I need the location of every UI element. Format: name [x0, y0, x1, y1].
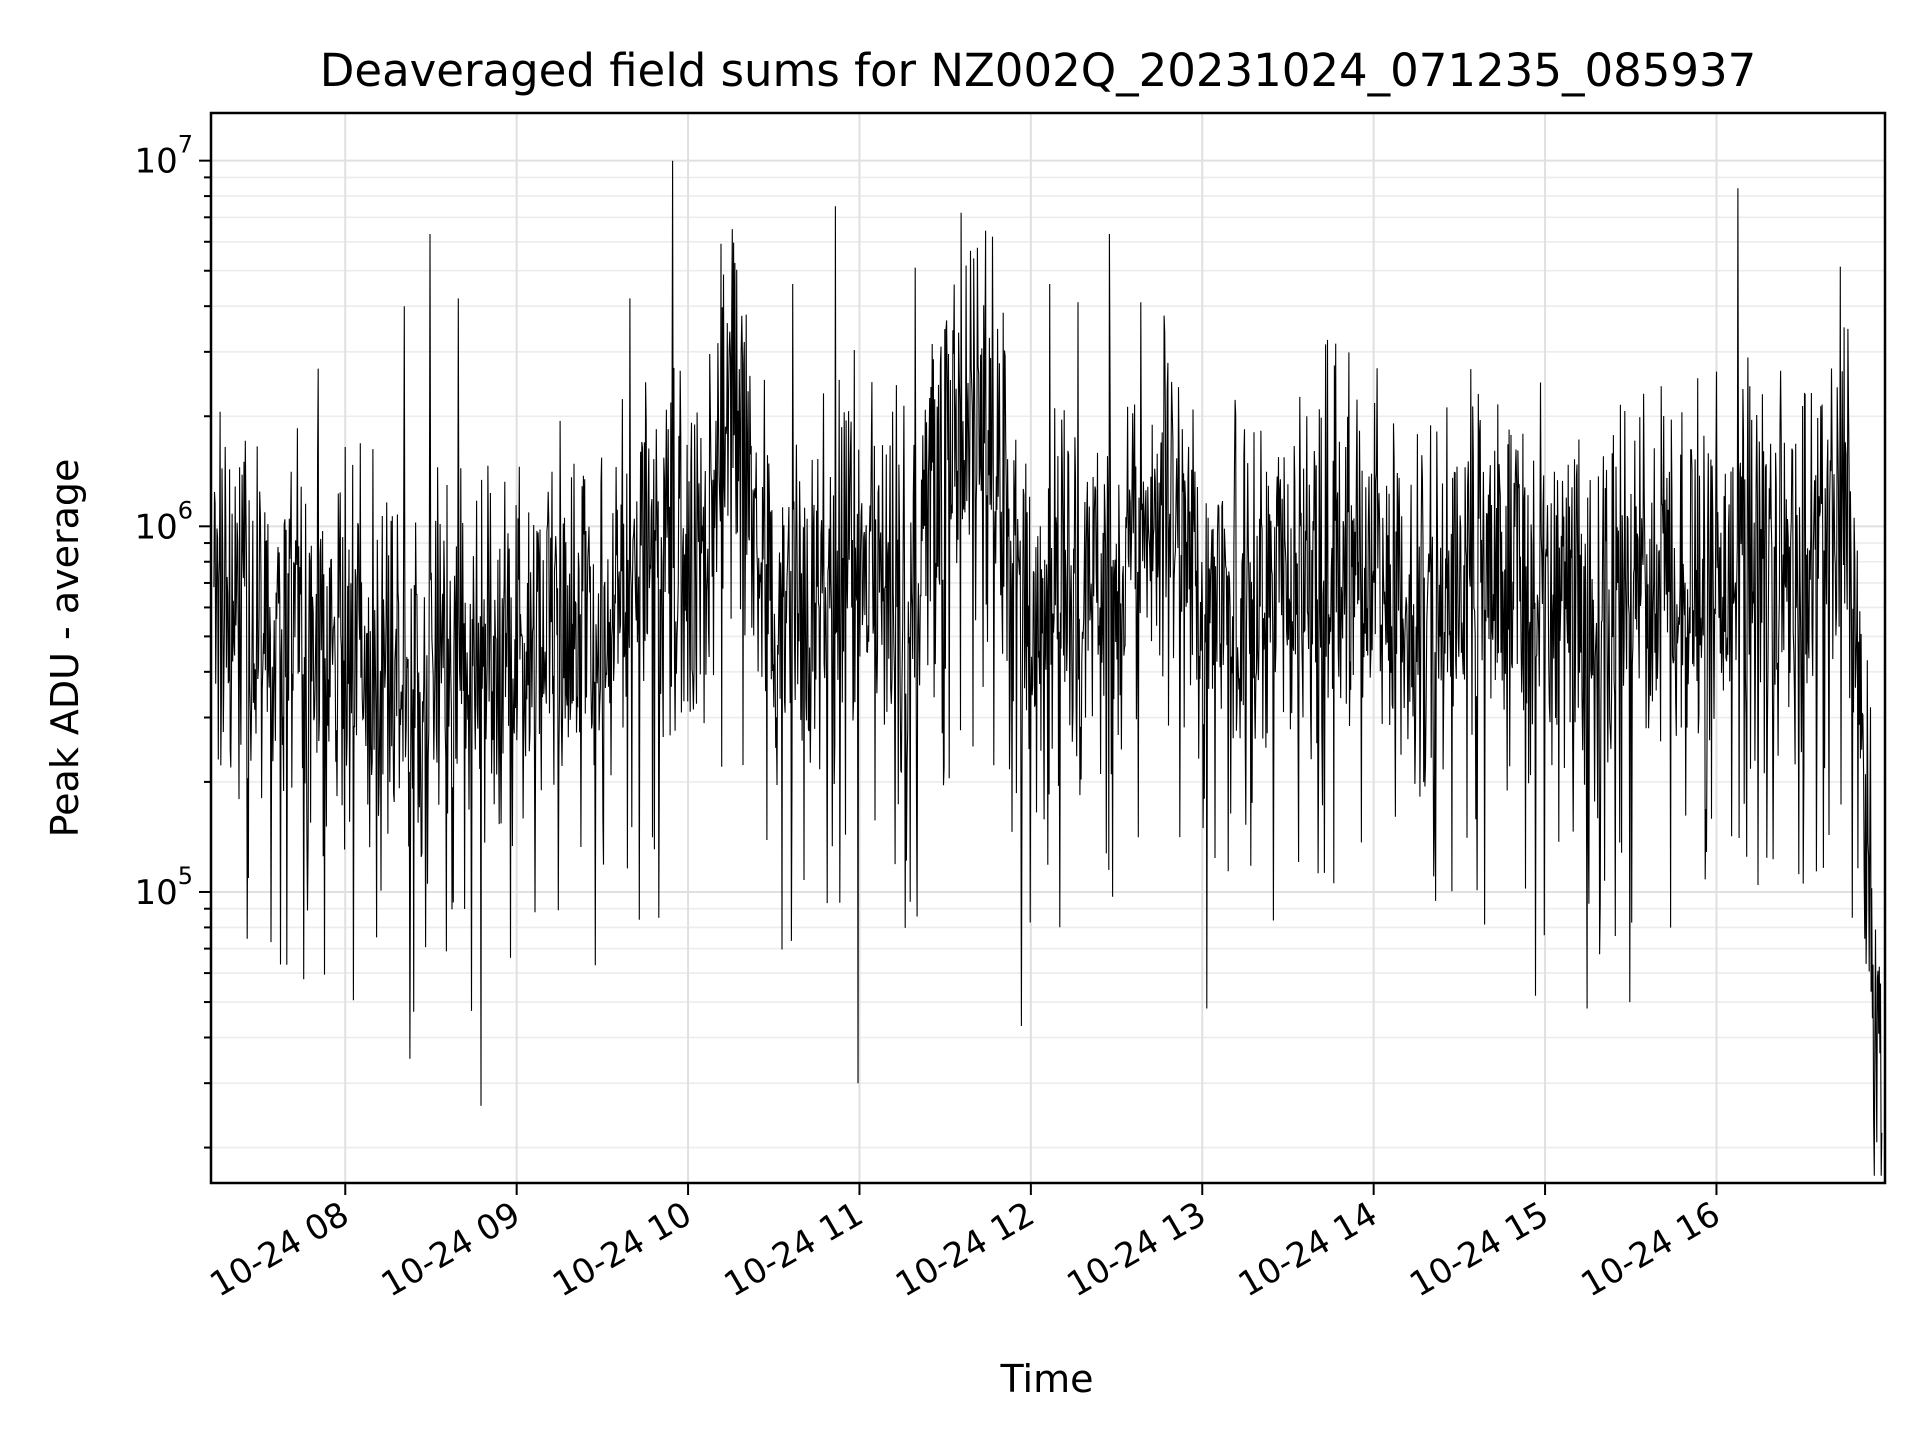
series-line	[213, 160, 1883, 1176]
x-tick-label: 10-24 13	[1060, 1194, 1212, 1305]
x-tick-label: 10-24 11	[718, 1194, 870, 1305]
chart-title: Deaveraged field sums for NZ002Q_2023102…	[320, 44, 1756, 97]
x-tick-label: 10-24 09	[375, 1194, 527, 1305]
y-tick-label: 105	[134, 862, 193, 913]
x-tick-label: 10-24 16	[1575, 1194, 1727, 1305]
x-tick-label: 10-24 10	[546, 1194, 698, 1305]
x-tick-label: 10-24 14	[1232, 1194, 1384, 1305]
y-axis: 105 106 107	[134, 131, 211, 1149]
plot-frame	[209, 111, 1887, 1185]
x-axis-label: Time	[1000, 1357, 1094, 1401]
x-tick-label: 10-24 12	[889, 1194, 1041, 1305]
y-axis-label: Peak ADU - average	[43, 459, 87, 838]
x-tick-label: 10-24 15	[1403, 1194, 1555, 1305]
y-tick-label: 106	[134, 496, 193, 547]
x-tick-label: 10-24 08	[203, 1194, 355, 1305]
x-axis: 10-24 08 10-24 09 10-24 10 10-24 11 10-24 12…	[203, 1183, 1727, 1305]
y-tick-label: 107	[134, 131, 193, 182]
